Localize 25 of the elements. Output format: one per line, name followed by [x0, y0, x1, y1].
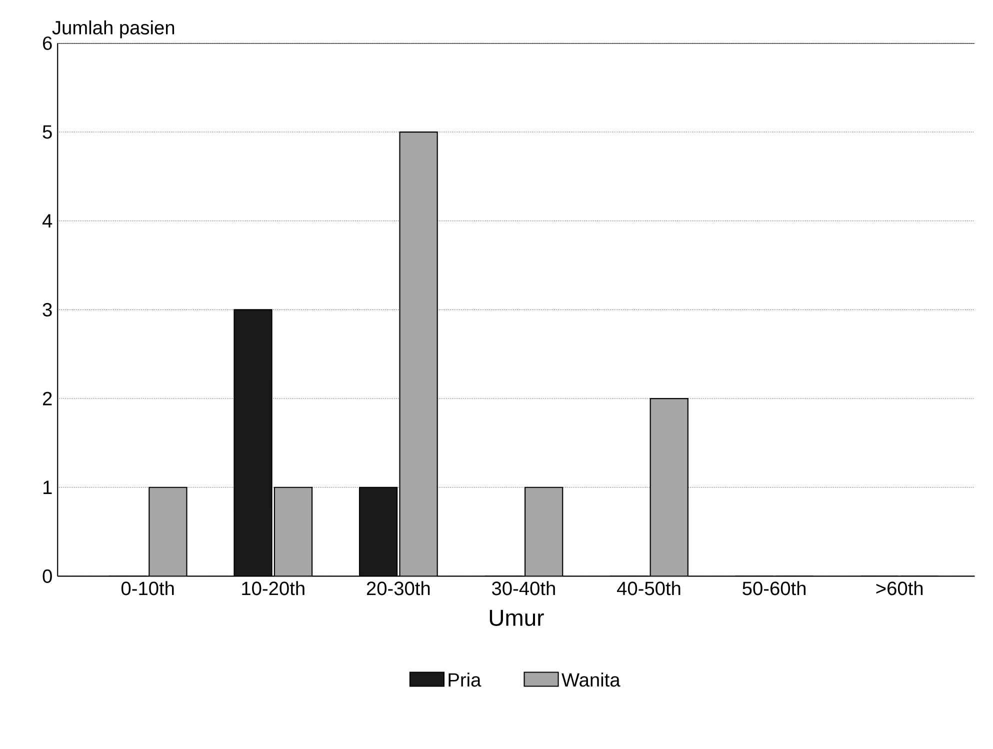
- x-tick-label: >60th: [876, 581, 923, 596]
- x-tick-label: 50-60th: [742, 581, 806, 596]
- bar: [360, 487, 398, 576]
- y-tick-label: 4: [42, 214, 52, 228]
- x-axis-title: Umur: [490, 610, 544, 626]
- y-tick-label: 2: [42, 392, 52, 406]
- y-tick-label: 3: [42, 302, 52, 316]
- y-tick-label: 5: [42, 125, 52, 139]
- legend-label: Pria: [448, 672, 482, 687]
- bar: [149, 487, 187, 576]
- legend-label: Wanita: [562, 672, 620, 687]
- bar: [525, 487, 563, 576]
- bar: [274, 487, 312, 576]
- x-tick-label: 40-50th: [616, 581, 680, 596]
- x-tick-label: 0-10th: [121, 581, 174, 596]
- y-tick-label: 6: [43, 36, 52, 50]
- x-tick-label: 30-40th: [492, 581, 555, 596]
- bar: [650, 398, 688, 576]
- y-tick-label: 1: [43, 480, 52, 494]
- x-tick-label: 20-30th: [366, 581, 430, 596]
- x-tick-label: 10-20th: [242, 581, 304, 596]
- bar: [234, 310, 272, 576]
- bar: [400, 132, 438, 576]
- y-axis-title: Jumlah pasien: [52, 20, 174, 38]
- y-tick-label: 0: [42, 569, 52, 583]
